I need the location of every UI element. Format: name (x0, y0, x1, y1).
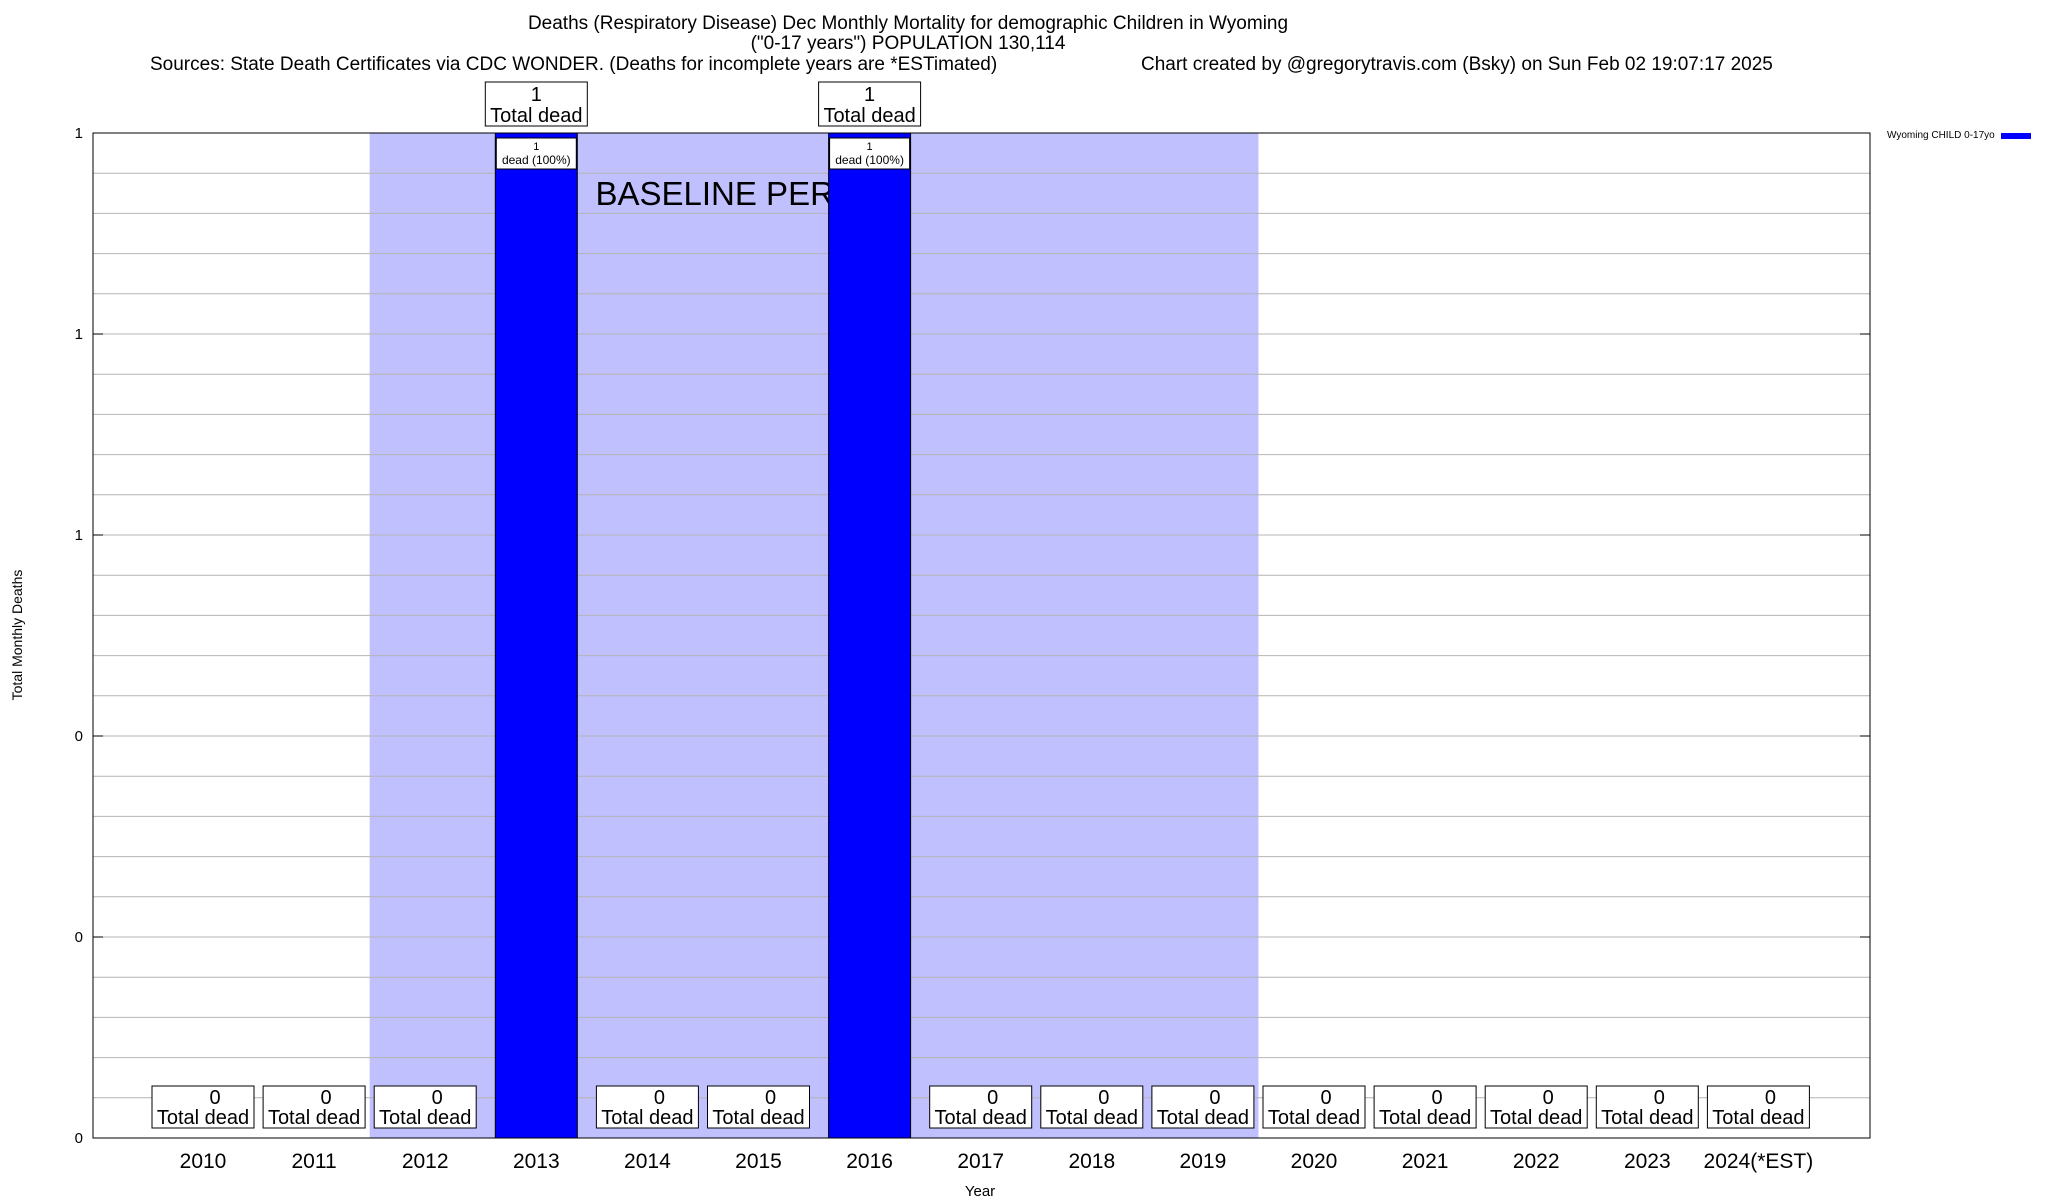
x-tick-label: 2021 (1402, 1150, 1449, 1173)
total-dead-box (929, 1085, 1033, 1129)
x-tick-label: 2022 (1513, 1150, 1560, 1173)
x-tick-label: 2011 (292, 1150, 337, 1173)
bar-percent-label: dead (100%) (502, 153, 571, 167)
total-dead-value: 0 (1209, 1087, 1220, 1109)
total-dead-value: 0 (1098, 1087, 1109, 1109)
x-tick-label: 2015 (735, 1150, 782, 1173)
total-dead-box (151, 1085, 255, 1129)
total-dead-label: Total dead (1712, 1107, 1804, 1129)
legend-swatch (2000, 132, 2031, 139)
chart-subtitle: ("0-17 years") POPULATION 130,114 (750, 33, 1066, 54)
x-tick-label: 2019 (1180, 1150, 1227, 1173)
total-dead-label: Total dead (490, 105, 582, 127)
total-dead-label: Total dead (1490, 1107, 1582, 1129)
total-dead-value: 0 (1320, 1087, 1331, 1109)
y-tick-label: 0 (75, 1130, 83, 1147)
x-tick-label: 2017 (957, 1150, 1004, 1173)
total-dead-label: Total dead (1601, 1107, 1693, 1129)
total-dead-value: 0 (1654, 1087, 1665, 1109)
bar-percent-label: dead (100%) (835, 153, 904, 167)
bar-inner-label-box (829, 137, 911, 170)
total-dead-box (1373, 1085, 1477, 1129)
bar-value-label: 1 (533, 141, 539, 153)
chart-title: Deaths (Respiratory Disease) Dec Monthly… (527, 13, 1289, 34)
total-dead-value: 1 (864, 84, 875, 106)
total-dead-label: Total dead (712, 1107, 804, 1129)
total-dead-box (818, 81, 922, 127)
total-dead-label: Total dead (1157, 1107, 1249, 1129)
bar-value-label: 1 (867, 141, 873, 153)
y-tick-label: 1 (75, 125, 83, 142)
x-tick-label: 2013 (513, 1150, 560, 1173)
total-dead-label: Total dead (1379, 1107, 1471, 1129)
x-tick-label: 2023 (1624, 1150, 1671, 1173)
total-dead-box (262, 1085, 366, 1129)
x-tick-label: 2024(*EST) (1704, 1150, 1814, 1173)
plot-border (92, 132, 1871, 1139)
total-dead-value: 0 (654, 1087, 665, 1109)
total-dead-value: 0 (209, 1087, 220, 1109)
total-dead-label: Total dead (268, 1107, 360, 1129)
total-dead-box (1151, 1085, 1255, 1129)
total-dead-value: 0 (1543, 1087, 1554, 1109)
y-tick-label: 1 (75, 527, 83, 544)
total-dead-value: 1 (531, 84, 542, 106)
bar (494, 132, 578, 1139)
total-dead-label: Total dead (935, 1107, 1027, 1129)
bar-inner-label-box (495, 137, 577, 170)
total-dead-value: 0 (765, 1087, 776, 1109)
total-dead-label: Total dead (823, 105, 915, 127)
x-tick-label: 2012 (402, 1150, 449, 1173)
bar (828, 132, 912, 1139)
x-tick-label: 2016 (846, 1150, 893, 1173)
total-dead-value: 0 (321, 1087, 332, 1109)
total-dead-label: Total dead (1046, 1107, 1138, 1129)
total-dead-label: Total dead (601, 1107, 693, 1129)
total-dead-box (1595, 1085, 1699, 1129)
total-dead-label: Total dead (157, 1107, 249, 1129)
legend-label: Wyoming CHILD 0-17yo (1887, 130, 1995, 141)
y-tick-label: 0 (75, 728, 83, 745)
total-dead-box (707, 1085, 810, 1129)
total-dead-box (373, 1085, 477, 1129)
x-axis-label: Year (964, 1183, 996, 1200)
chart-credit: Chart created by @gregorytravis.com (Bsk… (1141, 54, 1773, 75)
x-tick-label: 2018 (1068, 1150, 1115, 1173)
chart-sources: Sources: State Death Certificates via CD… (150, 54, 998, 75)
total-dead-label: Total dead (379, 1107, 471, 1129)
y-tick-label: 0 (75, 929, 83, 946)
total-dead-value: 0 (1432, 1087, 1443, 1109)
total-dead-value: 0 (987, 1087, 998, 1109)
total-dead-box (1706, 1085, 1810, 1129)
total-dead-value: 0 (1765, 1087, 1776, 1109)
total-dead-value: 0 (432, 1087, 443, 1109)
y-tick-label: 1 (75, 326, 83, 343)
total-dead-label: Total dead (1268, 1107, 1360, 1129)
total-dead-box (1040, 1085, 1144, 1129)
x-tick-label: 2020 (1291, 1150, 1338, 1173)
legend: Wyoming CHILD 0-17yo (1887, 130, 2031, 141)
total-dead-box (1262, 1085, 1366, 1129)
x-tick-label: 2014 (624, 1150, 671, 1173)
total-dead-box (1484, 1085, 1588, 1129)
total-dead-box (595, 1085, 699, 1129)
total-dead-box (484, 81, 588, 127)
x-tick-label: 2010 (180, 1150, 227, 1173)
